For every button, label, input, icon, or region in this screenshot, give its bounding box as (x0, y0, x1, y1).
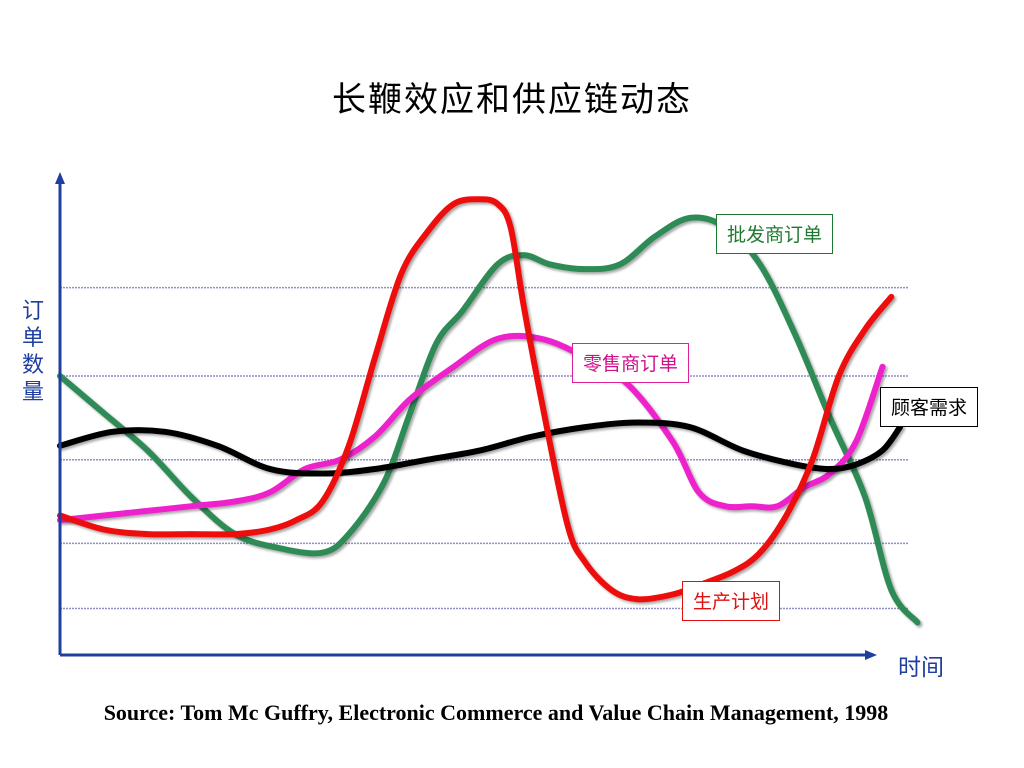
y-axis-label: 订单数量 (21, 299, 44, 405)
source-citation: Source: Tom Mc Guffry, Electronic Commer… (103, 700, 889, 725)
slide-title: 长鞭效应和供应链动态 (332, 80, 692, 120)
series-line-retail (57, 332, 886, 524)
series-lines (57, 196, 921, 626)
series-line-production (57, 196, 895, 603)
legend-label-production: 生产计划 (682, 581, 781, 621)
legend-label-customer: 顾客需求 (880, 387, 979, 427)
x-axis-label: 时间 (898, 655, 944, 681)
legend-label-wholesale: 批发商订单 (716, 214, 834, 254)
legend-label-retail: 零售商订单 (572, 343, 690, 383)
series-line-wholesale (57, 214, 921, 626)
series-line-customer (57, 419, 903, 477)
